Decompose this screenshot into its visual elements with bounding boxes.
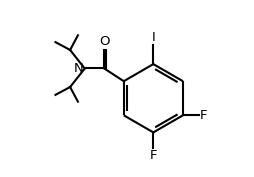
- Text: F: F: [199, 109, 207, 122]
- Text: F: F: [150, 149, 157, 162]
- Text: N: N: [73, 62, 83, 75]
- Text: O: O: [99, 35, 109, 48]
- Text: I: I: [151, 31, 155, 44]
